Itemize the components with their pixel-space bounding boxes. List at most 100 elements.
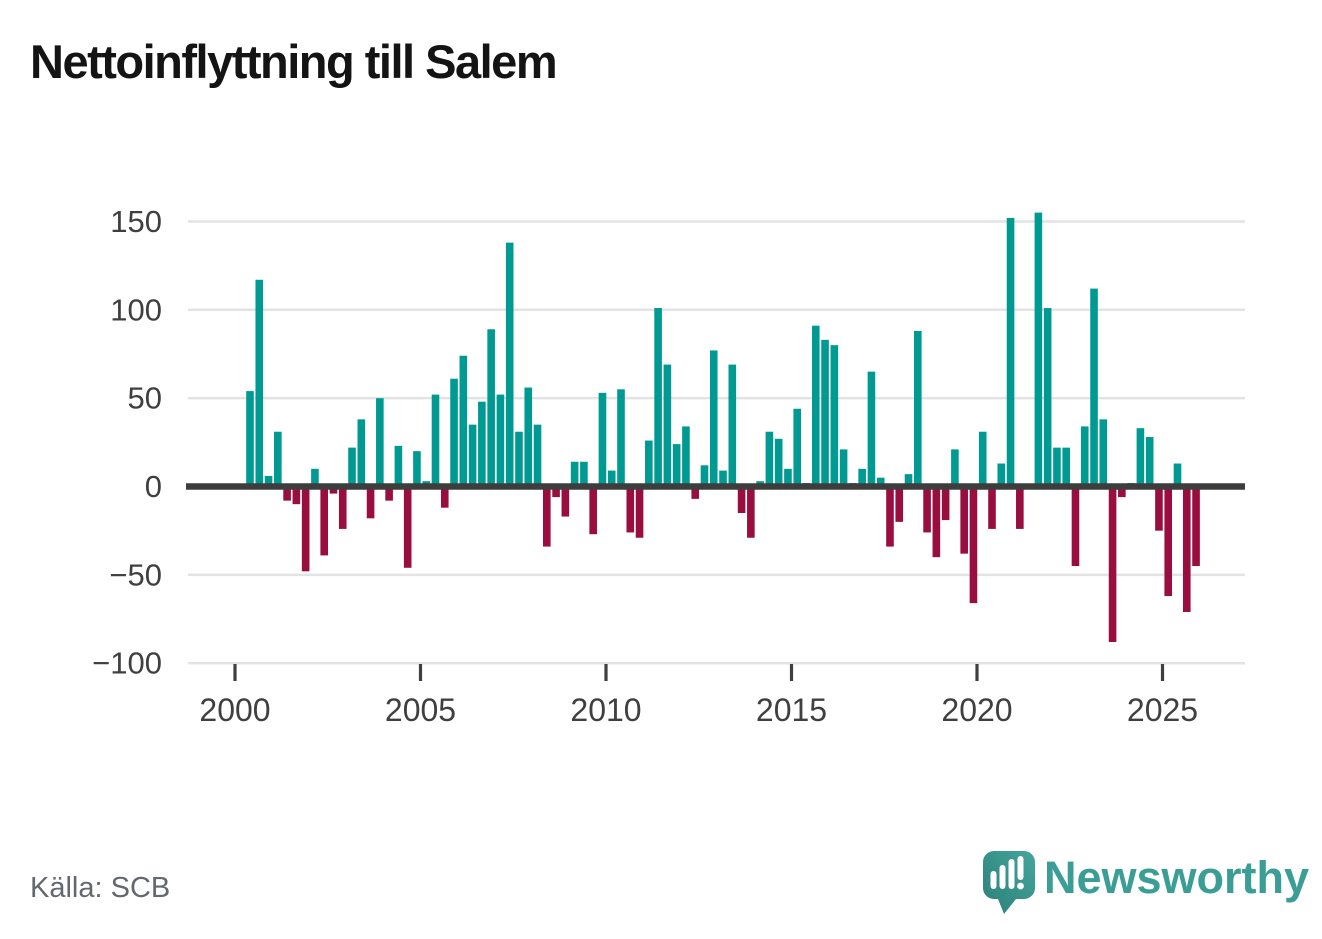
bar	[533, 424, 542, 487]
bar	[1080, 426, 1089, 487]
bar	[1062, 447, 1070, 487]
bar	[320, 486, 328, 556]
x-tick-label: 2010	[570, 692, 641, 728]
bar	[617, 389, 625, 487]
bar	[1108, 486, 1117, 642]
bar	[450, 378, 458, 487]
bar	[338, 486, 347, 529]
bar	[1164, 486, 1173, 597]
icon-bar-3	[1008, 859, 1015, 889]
bar	[329, 486, 338, 494]
bar	[413, 451, 421, 487]
bar	[403, 486, 412, 568]
bar	[1182, 486, 1191, 612]
bar	[904, 474, 913, 487]
bar	[923, 486, 931, 533]
y-tick-label: 0	[145, 469, 162, 504]
bar	[487, 329, 495, 487]
x-tick-label: 2000	[199, 692, 270, 728]
bar	[951, 449, 959, 487]
bar	[561, 486, 570, 517]
bar	[997, 463, 1006, 487]
bar	[1099, 419, 1108, 487]
bar	[607, 470, 616, 487]
bar	[969, 486, 978, 604]
bar	[524, 387, 533, 487]
bar	[765, 431, 774, 487]
bar	[774, 438, 783, 487]
bar	[839, 449, 848, 487]
y-tick-label: 50	[128, 381, 162, 416]
bar	[886, 486, 894, 547]
bar	[1136, 428, 1145, 487]
bar	[552, 486, 560, 498]
bar	[988, 486, 996, 529]
bar	[700, 465, 709, 487]
bar	[1071, 486, 1080, 567]
bar	[274, 431, 282, 487]
bar	[1034, 212, 1043, 487]
bar	[811, 325, 820, 487]
bar	[570, 461, 579, 487]
bar	[914, 331, 922, 487]
bar	[598, 392, 607, 487]
bar	[1016, 486, 1024, 529]
bar	[793, 408, 802, 487]
page-title: Nettoinflyttning till Salem	[30, 35, 558, 88]
bar	[376, 398, 384, 487]
bar	[431, 394, 440, 487]
bar	[867, 371, 876, 487]
bar	[672, 444, 681, 487]
bar	[932, 486, 941, 558]
bar	[292, 486, 301, 505]
bar	[283, 486, 291, 501]
bar	[255, 279, 264, 487]
y-tick-label: 150	[110, 204, 162, 239]
bar	[737, 486, 746, 513]
bar	[682, 426, 690, 487]
bar	[348, 447, 356, 487]
bar	[468, 424, 477, 487]
icon-bar-2	[999, 865, 1006, 889]
bar	[1053, 447, 1061, 487]
bar	[366, 486, 375, 519]
bar	[830, 345, 839, 487]
x-tick-label: 2025	[1127, 692, 1198, 728]
bar	[895, 486, 904, 522]
bar	[858, 468, 866, 487]
icon-bar-1	[990, 871, 997, 889]
bar	[1043, 308, 1052, 487]
icon-exclamation-dot	[1017, 882, 1024, 890]
bar	[246, 391, 254, 487]
bar	[589, 486, 597, 535]
bar	[478, 401, 486, 487]
bar	[1006, 217, 1015, 487]
bar	[821, 339, 829, 487]
bar	[543, 486, 551, 547]
bar	[440, 486, 449, 508]
bar	[728, 364, 737, 487]
source-caption: Källa: SCB	[30, 872, 171, 904]
bar	[301, 486, 310, 572]
bar	[635, 486, 644, 538]
bar	[719, 470, 727, 487]
bar	[960, 486, 968, 554]
bar	[709, 350, 718, 487]
bar	[496, 394, 505, 487]
bar	[1090, 288, 1098, 487]
x-tick-label: 2020	[941, 692, 1012, 728]
bar	[876, 477, 885, 487]
bar	[264, 475, 273, 487]
bar	[941, 486, 950, 521]
bar	[784, 468, 792, 487]
bar	[515, 431, 523, 487]
bar	[505, 242, 514, 487]
icon-exclamation-stem	[1017, 856, 1024, 880]
newsworthy-logo-icon	[983, 851, 1035, 914]
bar	[1118, 486, 1126, 498]
bar	[978, 431, 987, 487]
bar	[1145, 437, 1154, 487]
bar	[580, 461, 588, 487]
